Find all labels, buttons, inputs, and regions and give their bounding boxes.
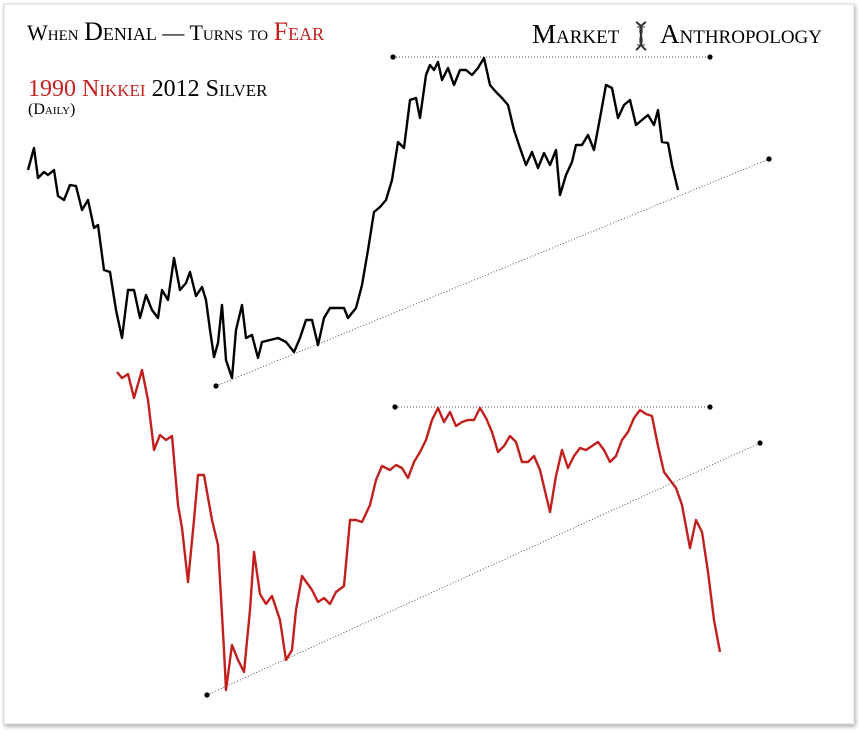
guide-end [707, 404, 713, 410]
guide-end [707, 54, 713, 60]
series-line [116, 368, 722, 692]
brand-left: Market [532, 19, 620, 49]
guide-line [206, 442, 761, 696]
guide-end [766, 156, 772, 162]
dna-icon [635, 21, 647, 51]
legend-entry: 2012 Silver [152, 76, 268, 102]
series-line [26, 56, 680, 380]
title-part: Denial [84, 17, 157, 46]
chart-title: When Denial — Turns to Fear [27, 17, 324, 46]
guide-end [213, 383, 219, 389]
brand-right: Anthropology [660, 19, 822, 49]
frame [3, 3, 855, 725]
guide-end [392, 404, 398, 410]
guide-line [215, 158, 770, 387]
guide-end [757, 440, 763, 446]
title-part: Fear [274, 17, 324, 46]
legend: 1990 Nikkei 2012 Silver [28, 76, 268, 102]
title-part: When [27, 20, 79, 45]
legend-entry: 1990 Nikkei [28, 76, 146, 102]
guide-end [390, 54, 396, 60]
guide-end [204, 692, 210, 698]
title-part: — Turns to [161, 20, 268, 45]
annotation: (Daily) [28, 101, 75, 118]
